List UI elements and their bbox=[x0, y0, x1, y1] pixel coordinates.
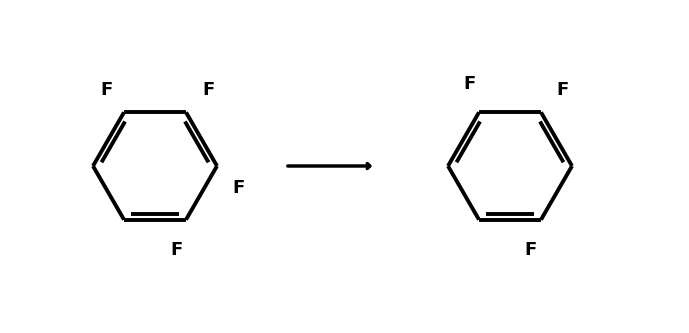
Text: F: F bbox=[233, 179, 245, 197]
Text: F: F bbox=[170, 241, 182, 259]
Text: F: F bbox=[525, 241, 537, 259]
Text: F: F bbox=[463, 75, 475, 93]
Text: F: F bbox=[557, 81, 569, 99]
Text: F: F bbox=[100, 81, 112, 99]
Text: F: F bbox=[202, 81, 214, 99]
